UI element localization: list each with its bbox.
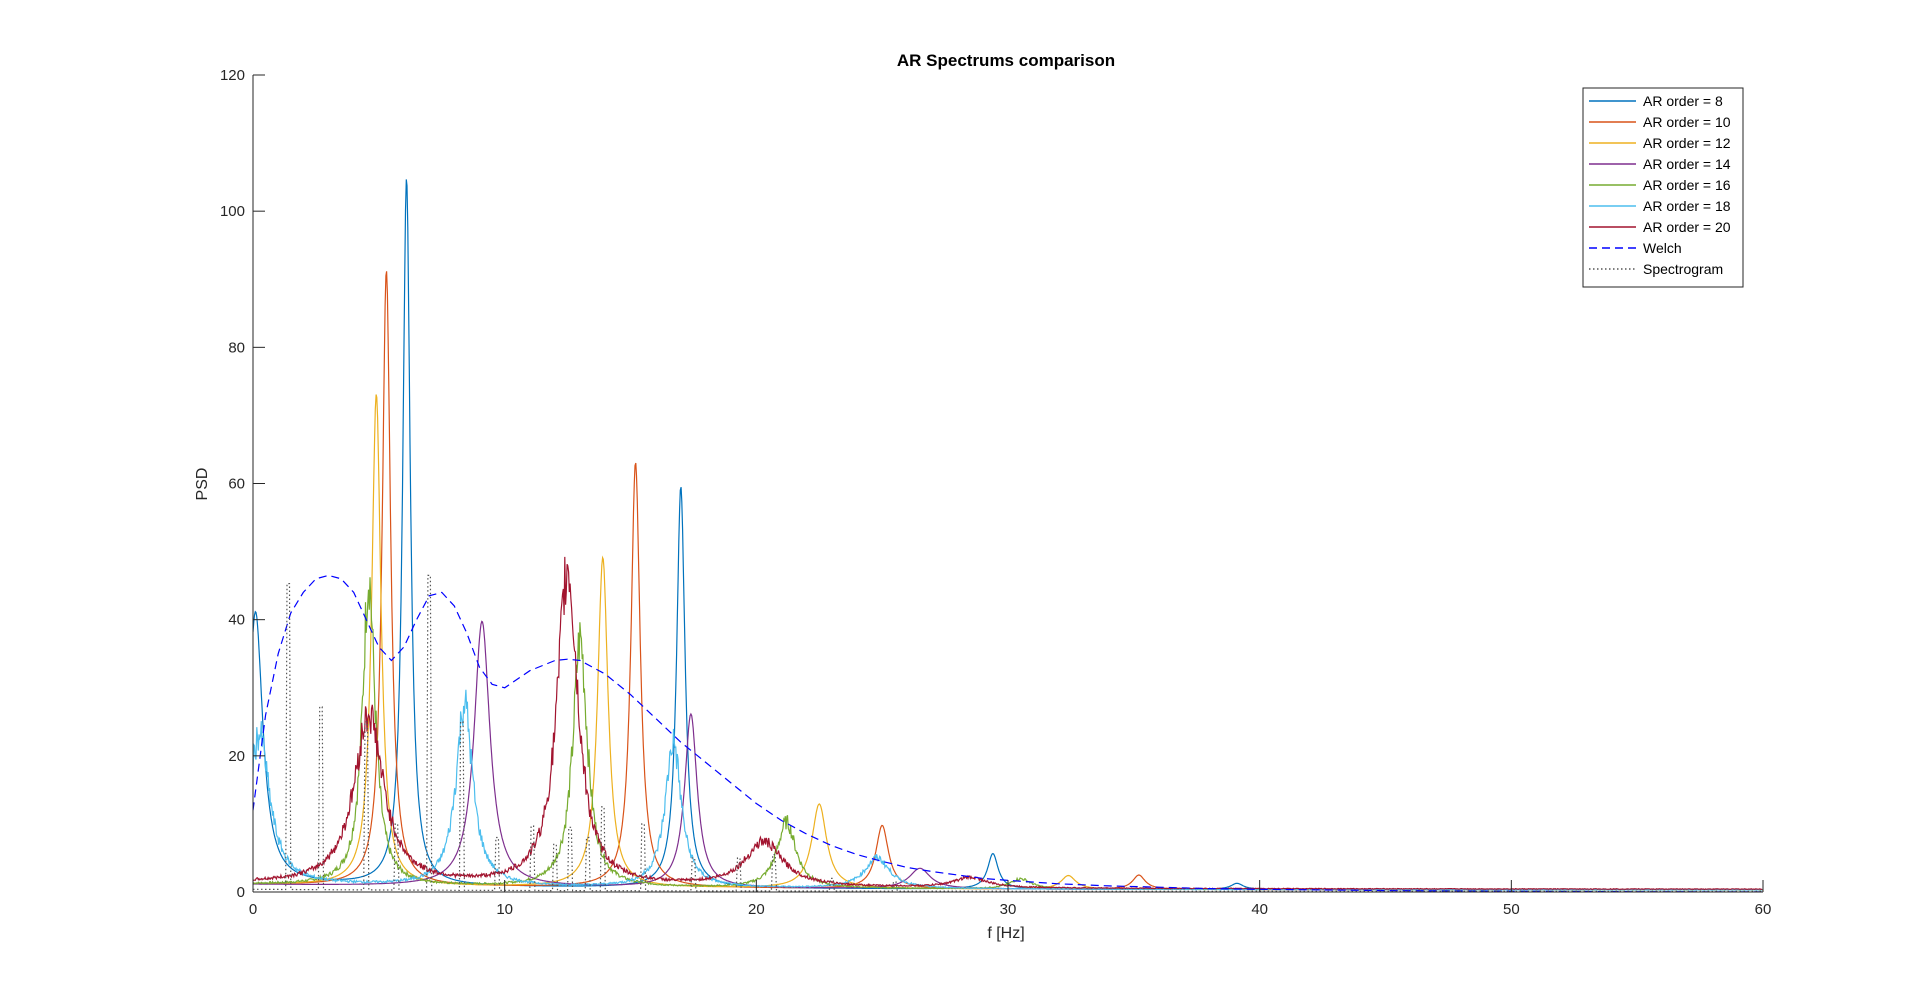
legend-label-8: Spectrogram [1643, 261, 1723, 277]
legend-label-0: AR order = 8 [1643, 93, 1723, 109]
y-tick-label: 40 [228, 612, 245, 629]
legend: AR order = 8 AR order = 10 AR order = 12 AR… [1582, 87, 1744, 288]
y-tick-label: 0 [237, 884, 245, 901]
chart-title: AR Spectrums comparison [897, 51, 1115, 70]
legend-box [1582, 87, 1744, 288]
y-axis: 0 20 40 60 80 100 120 [220, 67, 265, 901]
x-tick-label: 0 [249, 901, 257, 918]
y-tick-label: 60 [228, 476, 245, 493]
x-tick-label: 20 [748, 901, 765, 918]
y-axis-label: PSD [194, 468, 211, 501]
series-line-0 [253, 179, 1763, 891]
y-tick-label: 100 [220, 203, 245, 220]
y-tick-label: 80 [228, 339, 245, 356]
x-tick-label: 40 [1251, 901, 1268, 918]
series-line-6 [253, 556, 1763, 891]
legend-label-3: AR order = 14 [1643, 156, 1731, 172]
y-tick-label: 120 [220, 67, 245, 84]
series-line-7 [253, 574, 1763, 892]
plot-area [253, 179, 1763, 892]
series-line-1 [253, 271, 1763, 891]
series-line-4 [253, 577, 1763, 891]
x-axis: 0 10 20 30 40 50 60 [249, 880, 1772, 918]
legend-label-4: AR order = 16 [1643, 177, 1731, 193]
legend-label-1: AR order = 10 [1643, 114, 1731, 130]
legend-label-7: Welch [1643, 240, 1682, 256]
y-tick-label: 20 [228, 748, 245, 765]
x-tick-label: 10 [496, 901, 513, 918]
legend-label-5: AR order = 18 [1643, 198, 1731, 214]
x-axis-label: f [Hz] [987, 925, 1024, 942]
x-tick-label: 60 [1755, 901, 1772, 918]
x-tick-label: 50 [1503, 901, 1520, 918]
legend-label-2: AR order = 12 [1643, 135, 1731, 151]
series-line-5 [253, 689, 1763, 891]
series-group [253, 179, 1763, 892]
series-line-8 [253, 574, 1763, 892]
legend-label-6: AR order = 20 [1643, 219, 1731, 235]
x-tick-label: 30 [1000, 901, 1017, 918]
series-line-3 [253, 620, 1763, 891]
